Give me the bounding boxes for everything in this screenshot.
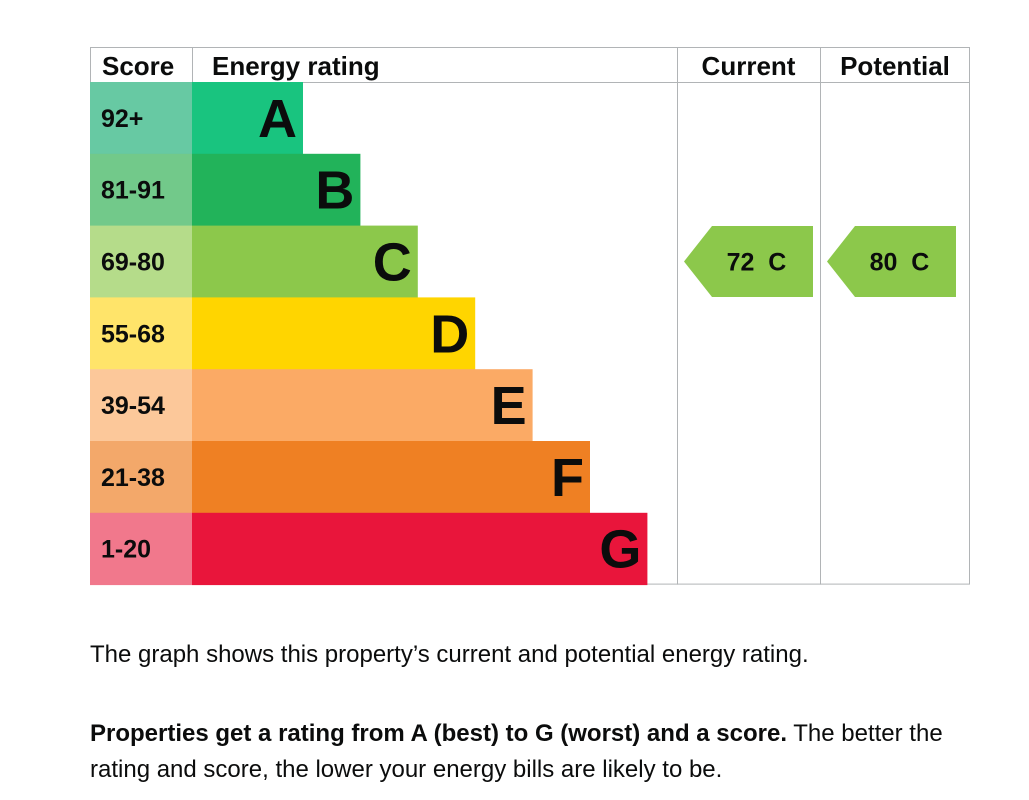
score-range-d: 55-68 bbox=[101, 320, 165, 348]
score-cell-a bbox=[90, 82, 192, 155]
score-cell-f bbox=[90, 441, 192, 514]
score-range-f: 21-38 bbox=[101, 464, 165, 492]
band-bar-c bbox=[192, 225, 418, 298]
band-letter-d: D bbox=[430, 304, 469, 364]
chart-description: The graph shows this property’s current … bbox=[90, 641, 809, 668]
band-bar-e bbox=[192, 369, 533, 442]
current-rating-label: 72 C bbox=[727, 249, 787, 277]
score-range-e: 39-54 bbox=[101, 392, 165, 420]
score-cell-g bbox=[90, 512, 192, 586]
rating-markers: 72 C 80 C bbox=[684, 226, 956, 297]
current-header: Current bbox=[702, 51, 796, 81]
potential-header: Potential bbox=[840, 51, 950, 81]
band-letter-c: C bbox=[373, 233, 412, 293]
score-cell-d bbox=[90, 297, 192, 370]
band-bar-f bbox=[192, 441, 590, 514]
band-letter-g: G bbox=[599, 520, 641, 580]
score-range-c: 69-80 bbox=[101, 249, 165, 277]
rating-explanation-bold: Properties get a rating from A (best) to… bbox=[90, 720, 787, 747]
band-letter-e: E bbox=[491, 376, 527, 436]
band-letter-f: F bbox=[551, 448, 584, 508]
band-bar-a bbox=[192, 82, 303, 155]
band-letter-b: B bbox=[315, 161, 354, 221]
score-range-a: 92+ bbox=[101, 105, 143, 133]
score-header: Score bbox=[102, 51, 174, 81]
band-bar-b bbox=[192, 153, 361, 227]
potential-rating-label: 80 C bbox=[870, 249, 930, 277]
potential-rating-arrow bbox=[827, 226, 956, 297]
band-letter-a: A bbox=[258, 89, 297, 149]
band-bar-g bbox=[192, 512, 648, 586]
score-cell-c bbox=[90, 225, 192, 298]
chart-headers: Score Energy rating Current Potential bbox=[102, 51, 950, 81]
score-range-b: 81-91 bbox=[101, 177, 165, 205]
band-bar-d bbox=[192, 297, 476, 370]
energy-rating-chart: Score Energy rating Current Potential 92… bbox=[90, 47, 970, 586]
score-cell-e bbox=[90, 369, 192, 442]
energy-rating-header: Energy rating bbox=[212, 51, 380, 81]
rating-explanation: Properties get a rating from A (best) to… bbox=[90, 716, 990, 788]
rating-explanation-rest: The better the rating and score, the low… bbox=[90, 720, 943, 783]
score-range-g: 1-20 bbox=[101, 536, 151, 564]
current-rating-arrow bbox=[684, 226, 813, 297]
rating-bands: 92+ A 81-91 B 69-80 C 55-68 D 39-54 E 21-38 F 1-20 G bbox=[90, 82, 648, 586]
score-cell-b bbox=[90, 153, 192, 227]
